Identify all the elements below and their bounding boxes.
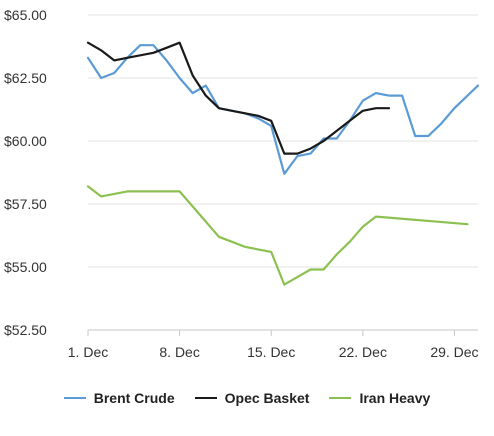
legend-swatch-opec-basket bbox=[194, 397, 217, 399]
legend-label-opec-basket: Opec Basket bbox=[224, 390, 310, 406]
y-tick-label-4: $55.00 bbox=[4, 259, 47, 275]
legend-item-opec-basket[interactable]: Opec Basket bbox=[194, 390, 310, 406]
y-tick-label-3: $57.50 bbox=[4, 196, 47, 212]
legend-swatch-iran-heavy bbox=[329, 397, 352, 399]
series-layer bbox=[86, 41, 480, 286]
x-tick-label-1: 8. Dec bbox=[159, 344, 199, 360]
axis-layer bbox=[87, 329, 478, 336]
legend-label-iran-heavy: Iran Heavy bbox=[359, 390, 431, 406]
chart-legend: Brent Crude Opec Basket Iran Heavy bbox=[0, 384, 494, 412]
series-line-opec-basket[interactable] bbox=[86, 41, 391, 155]
y-tick-label-5: $52.50 bbox=[4, 322, 47, 338]
series-line-brent-crude[interactable] bbox=[86, 44, 480, 175]
legend-label-brent-crude: Brent Crude bbox=[93, 390, 175, 406]
series-line-iran-heavy[interactable] bbox=[86, 185, 469, 286]
x-tick-label-4: 29. Dec bbox=[430, 344, 478, 360]
label-layer: $65.00 $62.50 $60.00 $57.50 $55.00 $52.50 1. D… bbox=[4, 7, 479, 360]
y-tick-label-1: $62.50 bbox=[4, 70, 47, 86]
y-tick-label-0: $65.00 bbox=[4, 7, 47, 23]
x-tick-label-0: 1. Dec bbox=[68, 344, 108, 360]
x-tick-label-3: 22. Dec bbox=[339, 344, 387, 360]
legend-item-iran-heavy[interactable]: Iran Heavy bbox=[329, 390, 430, 406]
x-tick-label-2: 15. Dec bbox=[247, 344, 295, 360]
legend-swatch-brent-crude bbox=[63, 397, 86, 399]
legend-item-brent-crude[interactable]: Brent Crude bbox=[63, 390, 175, 406]
y-tick-label-2: $60.00 bbox=[4, 133, 47, 149]
